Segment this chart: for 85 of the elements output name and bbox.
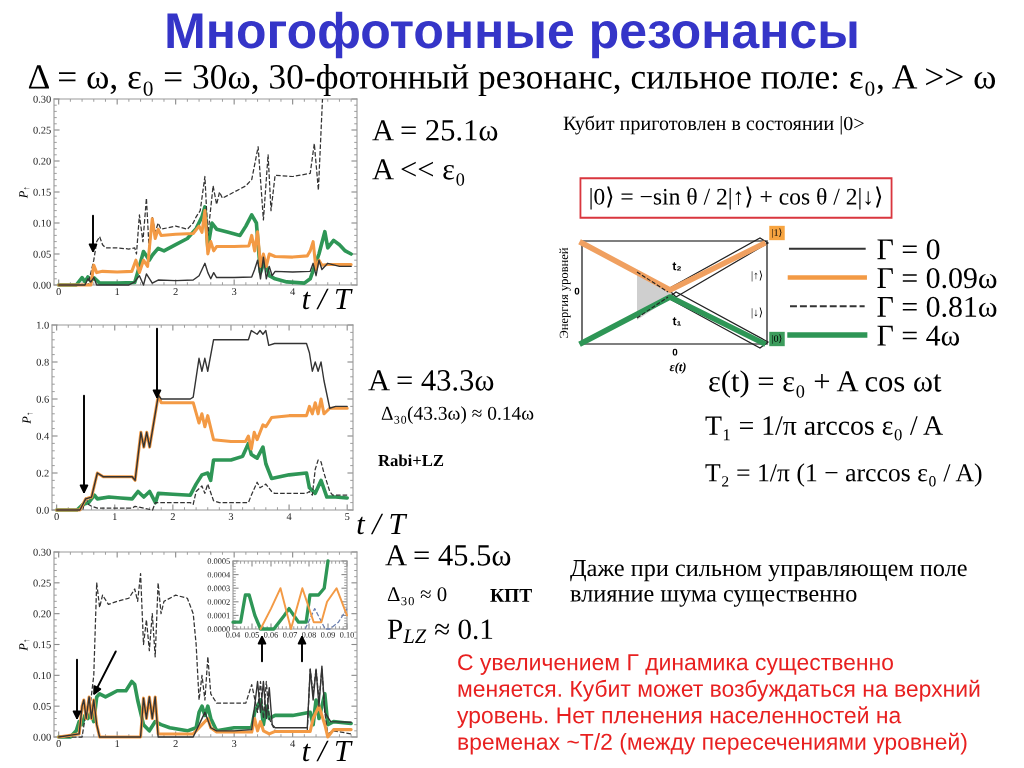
y-tick-label: 0.05: [33, 702, 51, 710]
y-tick-label: 0.20: [33, 610, 51, 618]
text: T₁ = 1/π arccos ε₀ / A: [705, 416, 943, 441]
text: |0⟩ = −sin θ / 2|↑⟩ + cos θ / 2|↓⟩: [590, 186, 882, 210]
text: |↑⟩: [751, 270, 763, 282]
x-tick-label: 1: [115, 288, 120, 296]
text: Кубит приготовлен в состоянии |0>: [563, 115, 864, 135]
text: T₂ = 1/π (1 − arccos ε₀ / A): [705, 463, 982, 487]
x-tick-label: 0.06: [264, 632, 279, 638]
text: 0: [672, 348, 678, 356]
text: A << ε₀: [372, 159, 465, 186]
text: |0⟩: [772, 334, 782, 344]
x-tick-label: 0: [56, 740, 61, 748]
text: С увеличением Г динамика существенно меняется. Кубит может возбуждаться на верхний уровень. Нет пленения населенностей на временах ~T/2 (между пересечениями уровней): [457, 654, 980, 755]
text: Rabi+LZ: [378, 454, 444, 467]
x-tick-label: 4: [290, 288, 296, 296]
x-tick-label: 3: [228, 513, 234, 521]
legend-label: Γ = 4ω: [877, 325, 960, 346]
y-tick-label: 0.30: [33, 548, 51, 556]
text: КПТ: [490, 588, 532, 602]
x-tick-label: 0: [54, 513, 59, 521]
y-tick-label: 0.0000: [207, 626, 230, 633]
text: A = 43.3ω: [368, 370, 494, 391]
x-tick-label: 1: [113, 513, 117, 521]
x-tick-label: 1: [115, 740, 120, 748]
y-tick-label: 0.6: [36, 395, 49, 403]
y-tick-label: 0.0004: [207, 571, 231, 578]
x-tick-label: 0.07: [283, 632, 298, 638]
y-tick-label: 0.0002: [207, 599, 230, 605]
y-tick-label: 0.2: [36, 469, 49, 477]
y-tick-label: 0.25: [33, 579, 51, 587]
legend-label: Γ = 0.81ω: [877, 296, 997, 318]
y-tick-label: 0.10: [33, 219, 51, 227]
y-tick-label: 0.10: [33, 672, 51, 680]
text: |1⟩: [772, 228, 782, 238]
y-axis-title: P$_{↑}$: [19, 639, 30, 651]
y-tick-label: 0.0001: [207, 612, 230, 619]
x-tick-label: 0.08: [302, 632, 316, 638]
legend-label: Γ = 0: [877, 239, 940, 260]
x-axis-title: t / T: [303, 288, 353, 310]
x-tick-label: 4: [290, 740, 296, 748]
y-tick-label: 0.15: [33, 641, 51, 649]
y-tick-label: 0.0003: [207, 585, 230, 592]
text: A = 25.1ω: [372, 120, 498, 141]
y-tick-label: 0.8: [36, 358, 49, 366]
x-axis-title: t / T: [303, 740, 353, 762]
legend-label: Γ = 0.09ω: [877, 268, 997, 289]
text: Многофотонные резонансы: [167, 11, 857, 59]
x-tick-label: 2: [170, 513, 175, 521]
y-tick-label: 1.0: [37, 321, 49, 329]
y-tick-label: 0.00: [33, 733, 51, 741]
y-tick-label: 0.00: [33, 281, 51, 289]
text: t₁: [672, 317, 681, 326]
y-axis-title: P$_{↑}$: [22, 412, 33, 424]
x-tick-label: 0: [56, 288, 61, 296]
y-tick-label: 0.0: [36, 506, 49, 514]
y-tick-label: 0.0005: [207, 558, 230, 565]
text: t₂: [672, 262, 681, 271]
x-tick-label: 2: [173, 740, 178, 748]
text: ε(t) = ε₀ + A cos ωt: [709, 370, 942, 398]
text: |↓⟩: [751, 307, 763, 319]
text: Даже при сильном управляющем поле влияние шума существенно: [570, 560, 967, 607]
text: Δ₃₀(43.3ω) ≈ 0.14ω: [381, 406, 534, 424]
x-tick-label: 5: [345, 513, 350, 521]
y-axis-title: P$_{↑}$: [19, 187, 30, 199]
x-tick-label: 3: [232, 288, 237, 296]
y-tick-label: 0.30: [33, 95, 51, 103]
text: Энергия уровней: [559, 247, 571, 338]
x-axis-title: t / T: [357, 513, 408, 535]
x-tick-label: 0.04: [226, 632, 241, 638]
y-tick-label: 0.15: [33, 188, 51, 196]
x-tick-label: 0.09: [321, 632, 335, 638]
text: Δ₃₀ ≈ 0: [387, 587, 447, 606]
y-tick-label: 0.25: [33, 126, 51, 134]
y-tick-label: 0.20: [33, 157, 51, 165]
text: A = 45.5ω: [385, 545, 511, 566]
x-tick-label: 2: [173, 288, 178, 296]
y-tick-label: 0.4: [36, 432, 50, 440]
text: P$_{LZ}$ ≈ 0.1: [387, 619, 493, 643]
x-tick-label: 0.05: [245, 632, 259, 638]
text: ε(t): [669, 362, 686, 374]
x-tick-label: 3: [232, 740, 237, 748]
y-tick-label: 0.05: [33, 250, 51, 258]
x-tick-label: 4: [286, 513, 292, 521]
x-tick-label: 0.10: [340, 632, 354, 638]
